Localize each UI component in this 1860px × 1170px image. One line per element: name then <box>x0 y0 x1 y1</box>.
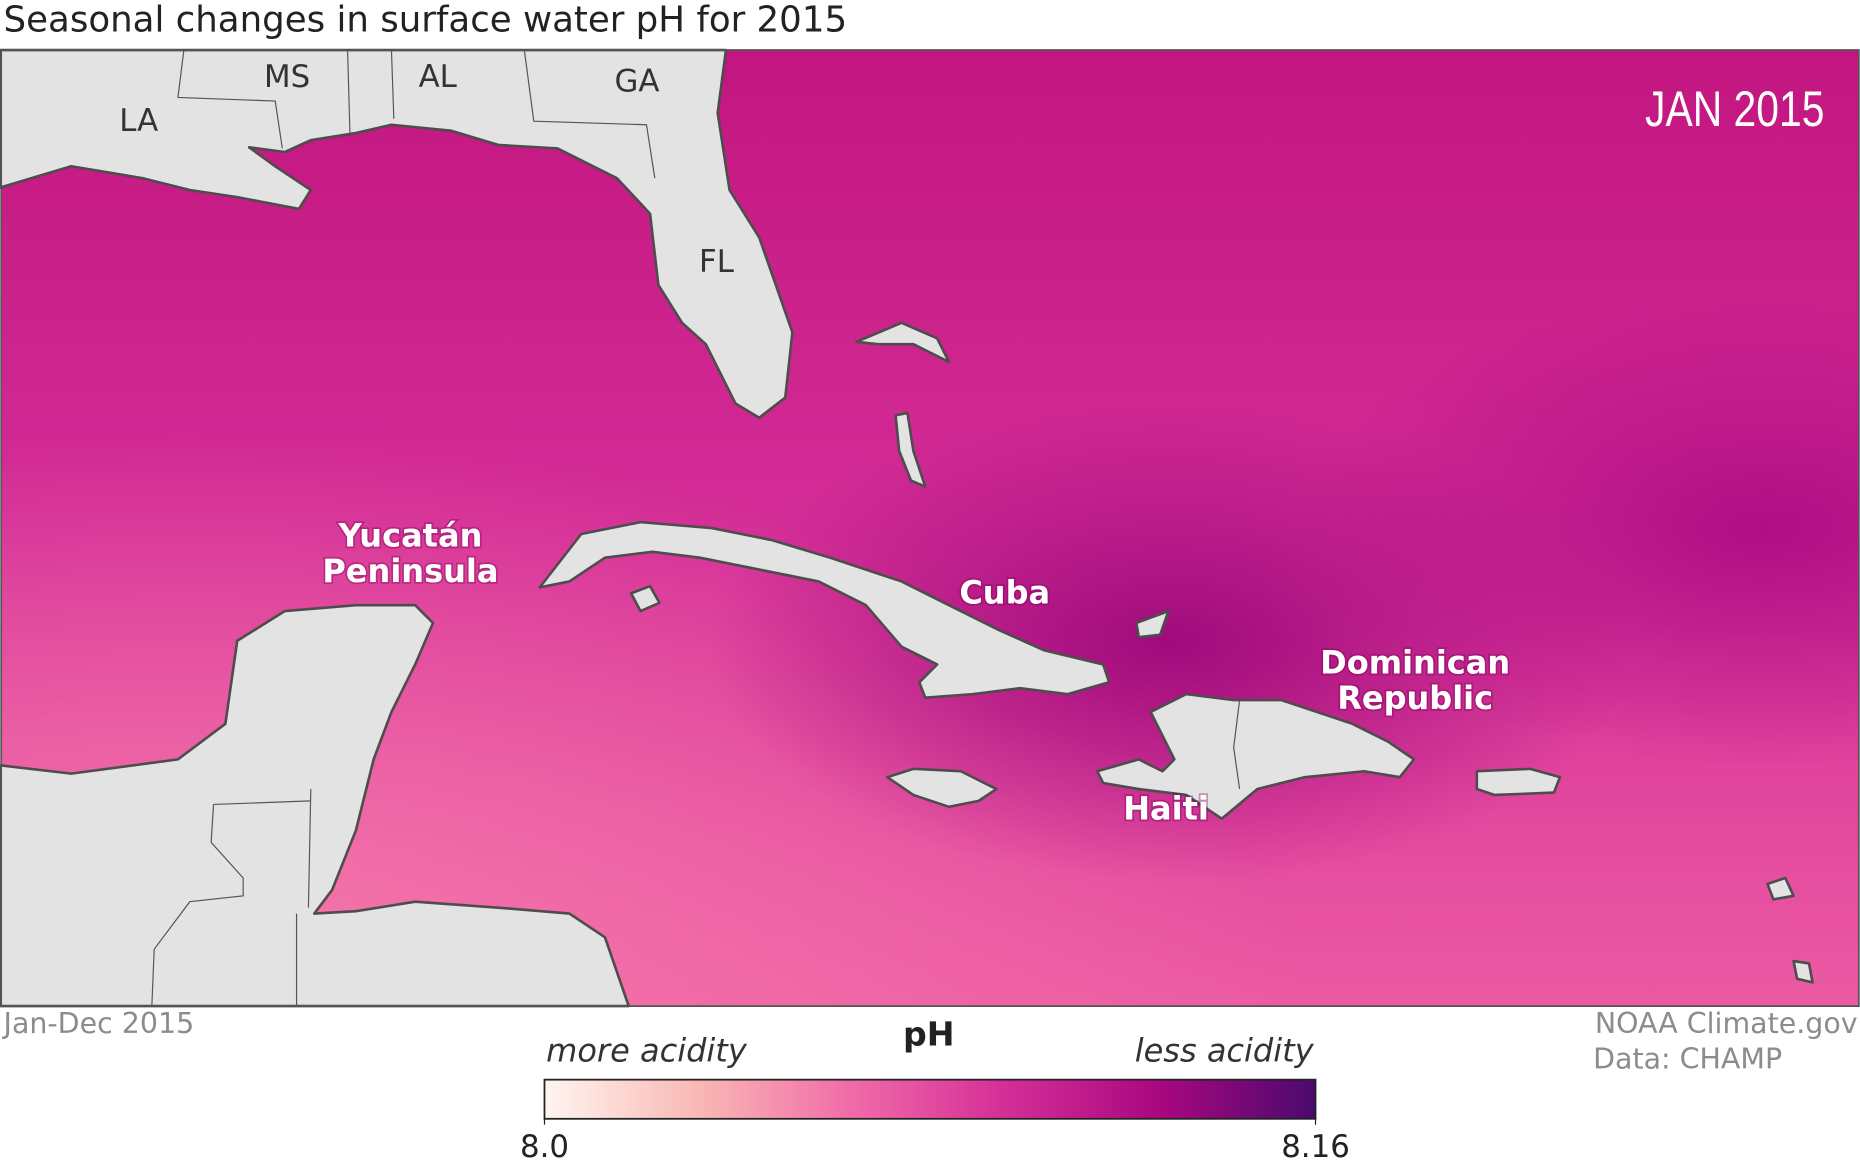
cuba <box>538 520 1111 699</box>
central-america <box>0 603 631 1008</box>
legend-high-text: less acidity <box>1135 1031 1315 1069</box>
place-label: Haiti <box>1123 789 1209 827</box>
period: Jan-Dec 2015 <box>2 1007 195 1040</box>
date-label: JAN 2015 <box>1645 81 1824 137</box>
title: Seasonal changes in surface water pH for… <box>4 0 848 41</box>
isla-juventud <box>629 584 661 613</box>
region-label: Peninsula <box>322 552 498 590</box>
place-label: Cuba <box>959 573 1050 611</box>
jamaica <box>885 767 998 809</box>
country-border <box>1233 699 1241 790</box>
colorbar-tick-label: 8.16 <box>1281 1129 1350 1165</box>
hispaniola <box>1095 692 1416 820</box>
credit: NOAA Climate.gov <box>1595 1007 1858 1040</box>
state-label: AL <box>419 59 458 95</box>
colorbar <box>543 1078 1317 1120</box>
bahamas <box>855 321 1814 984</box>
map <box>0 48 1859 1008</box>
state-label: MS <box>264 59 310 95</box>
region-label: Yucatán <box>337 517 482 555</box>
region-label: Republic <box>1337 679 1493 717</box>
state-label: FL <box>699 244 735 280</box>
state-label: GA <box>615 64 660 100</box>
colorbar-tick-label: 8.0 <box>520 1129 569 1165</box>
state-border <box>177 49 656 179</box>
state-label: LA <box>119 103 158 139</box>
map-frame <box>0 49 1860 1007</box>
united-states <box>0 48 794 420</box>
legend-low-text: more acidity <box>546 1031 748 1069</box>
region-label: Dominican <box>1320 643 1510 681</box>
country-border <box>151 789 312 1007</box>
legend-title: pH <box>903 1014 955 1053</box>
credit: Data: CHAMP <box>1593 1043 1782 1076</box>
puerto-rico <box>1475 767 1562 797</box>
